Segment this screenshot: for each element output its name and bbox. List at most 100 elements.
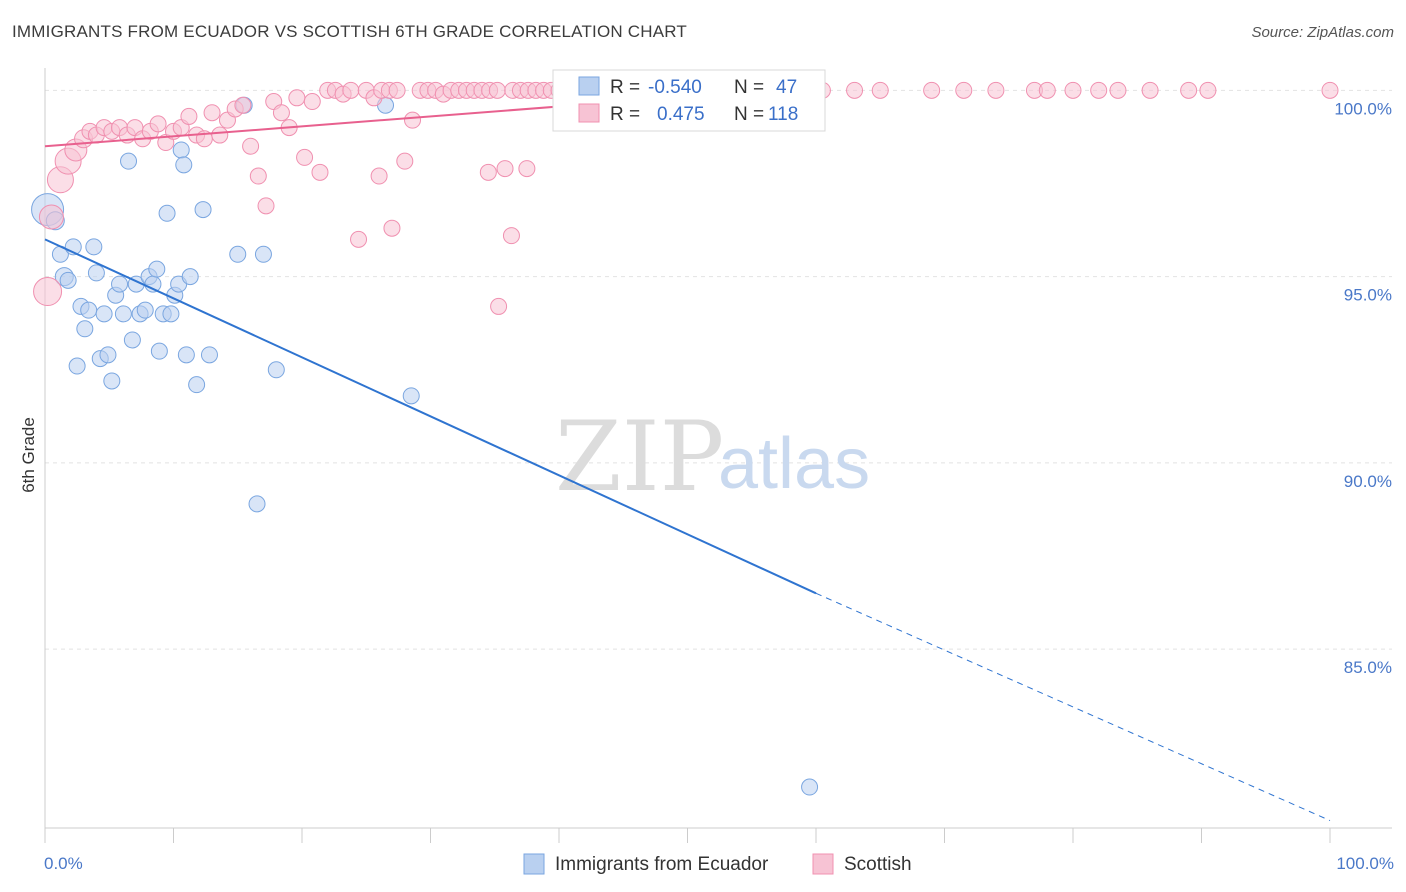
point-scottish-116 [518,160,536,178]
point-ecuador-36 [181,268,199,286]
point-ecuador-40 [229,245,247,263]
legend-r-label-1: R = [610,77,640,98]
point-scottish-48 [404,111,422,129]
point-scottish-59 [488,81,506,99]
y-tick-label-2: 90.0% [1344,472,1392,491]
point-scottish-107 [1109,81,1127,99]
point-ecuador-19 [120,152,138,170]
point-ecuador-26 [148,260,166,278]
legend-n-value-2: 118 [768,104,798,125]
point-scottish-1 [38,204,64,230]
point-scottish-23 [211,126,229,144]
point-ecuador-43 [254,245,272,263]
series-legend-swatch-scottish [812,853,834,875]
point-ecuador-4 [59,271,77,289]
y-tick-labels: 100.0% 95.0% 90.0% 85.0% [1334,99,1392,677]
x-tick-label-max: 100.0% [1336,854,1394,873]
stats-legend: R = -0.540 N = 47 R = 0.475 N = 118 [552,69,826,132]
legend-swatch-ecuador [578,76,600,96]
point-ecuador-6 [68,357,86,375]
point-ecuador-13 [95,305,113,323]
point-scottish-27 [242,137,260,155]
point-scottish-34 [296,148,314,166]
point-scottish-46 [388,81,406,99]
point-ecuador-34 [175,156,193,174]
point-scottish-36 [311,163,329,181]
y-axis-label: 6th Grade [19,417,38,493]
point-scottish-31 [272,104,290,122]
point-ecuador-11 [87,264,105,282]
legend-r-label-2: R = [610,104,640,125]
legend-n-label-1: N = [734,77,764,98]
point-ecuador-27 [150,342,168,360]
watermark: ZIP atlas [555,401,870,513]
point-ecuador-15 [103,372,121,390]
point-ecuador-37 [188,376,206,394]
point-scottish-109 [1180,81,1198,99]
legend-n-label-2: N = [734,104,764,125]
series-legend-label-scottish: Scottish [844,854,912,875]
point-ecuador-23 [136,301,154,319]
point-scottish-47 [396,152,414,170]
chart-title: IMMIGRANTS FROM ECUADOR VS SCOTTISH 6TH … [12,22,688,41]
point-scottish-99 [871,81,889,99]
x-tick-label-min: 0.0% [44,854,83,873]
point-ecuador-30 [162,305,180,323]
point-ecuador-33 [172,141,190,159]
point-ecuador-35 [177,346,195,364]
point-ecuador-29 [158,204,176,222]
point-scottish-19 [180,107,198,125]
point-scottish-114 [490,297,508,315]
point-scottish-0 [33,277,63,307]
point-scottish-110 [1199,81,1217,99]
point-ecuador-44 [267,361,285,379]
legend-swatch-scottish [578,103,600,123]
chart-source: Source: ZipAtlas.com [1251,24,1394,41]
point-scottish-98 [846,81,864,99]
trend-line-ecuador-extension [815,592,1331,822]
point-scottish-33 [288,89,306,107]
point-ecuador-47 [801,778,819,796]
series-legend-label-ecuador: Immigrants from Ecuador [555,854,769,875]
point-scottish-35 [303,93,321,111]
watermark-zip: ZIP [555,401,724,513]
point-ecuador-14 [99,346,117,364]
point-ecuador-17 [111,275,129,293]
y-tick-label-1: 95.0% [1344,286,1392,305]
point-scottish-117 [370,167,388,185]
point-scottish-112 [383,219,401,237]
point-scottish-111 [1321,81,1339,99]
legend-r-value-1: -0.540 [648,77,702,98]
point-scottish-29 [257,197,275,215]
series-legend-swatch-ecuador [523,853,545,875]
watermark-atlas: atlas [718,424,870,504]
point-scottish-15 [149,115,167,133]
point-scottish-105 [1064,81,1082,99]
point-ecuador-8 [76,320,94,338]
point-ecuador-39 [200,346,218,364]
point-scottish-104 [1038,81,1056,99]
point-scottish-22 [203,104,221,122]
point-ecuador-46 [402,387,420,405]
series-legend: Immigrants from Ecuador Scottish [523,853,912,875]
legend-n-value-1: 47 [776,77,797,98]
point-ecuador-18 [114,305,132,323]
legend-r-value-2: 0.475 [657,104,705,125]
point-scottish-26 [234,96,252,114]
point-ecuador-10 [85,238,103,256]
point-scottish-115 [502,227,520,245]
point-scottish-28 [249,167,267,185]
point-scottish-41 [350,230,368,248]
point-scottish-113 [479,163,497,181]
point-scottish-40 [342,81,360,99]
trend-line-ecuador [44,238,817,595]
point-scottish-101 [955,81,973,99]
point-scottish-100 [923,81,941,99]
y-tick-label-0: 100.0% [1334,99,1392,118]
point-ecuador-38 [194,201,212,219]
point-scottish-108 [1141,81,1159,99]
point-ecuador-42 [248,495,266,513]
point-scottish-102 [987,81,1005,99]
point-scottish-106 [1090,81,1108,99]
